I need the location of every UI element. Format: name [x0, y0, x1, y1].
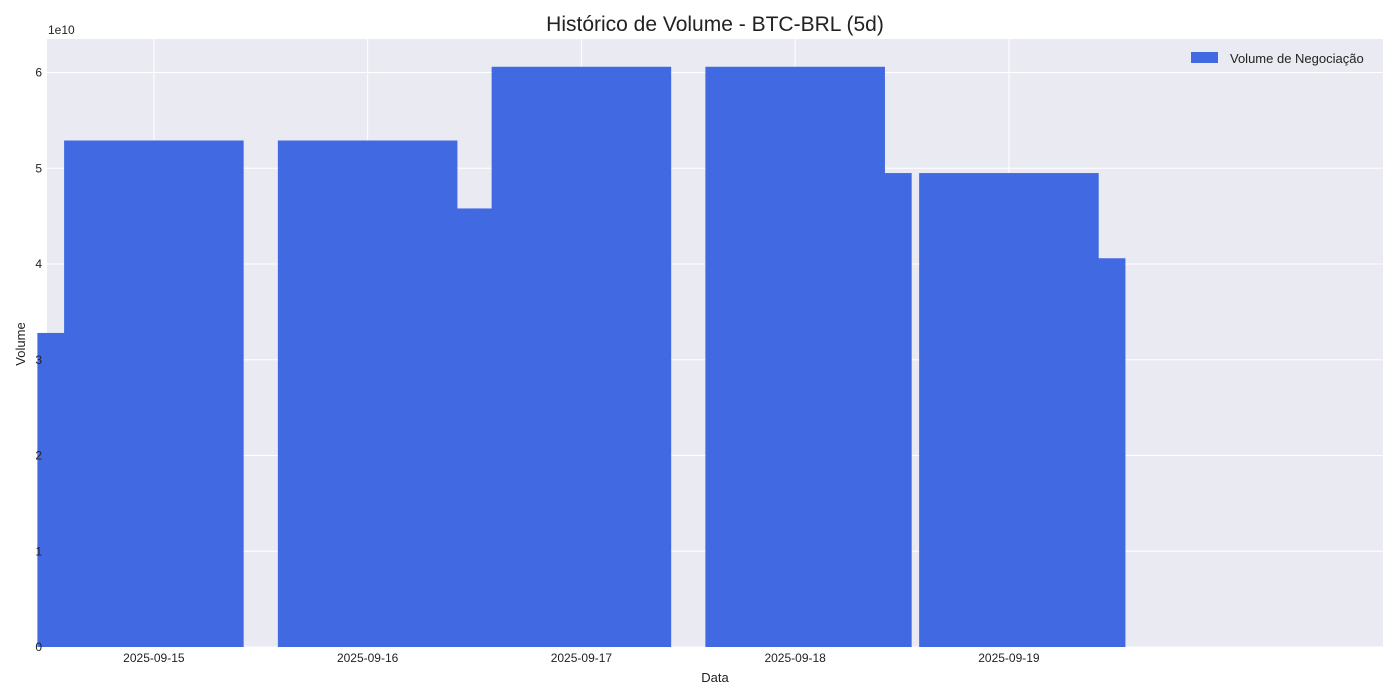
chart-title: Histórico de Volume - BTC-BRL (5d)	[546, 13, 884, 36]
y-tick-label: 3	[35, 353, 42, 367]
x-axis-label: Data	[701, 670, 729, 685]
volume-bar	[945, 258, 1126, 647]
volume-bar	[491, 66, 672, 648]
y-tick-label: 6	[35, 66, 42, 80]
y-offset-label: 1e10	[48, 23, 75, 37]
tick-labels: 0 1 2 3 4 5 6 2025-09-15 2025-09-16 2025-09-17 202…	[35, 66, 1040, 665]
y-axis-label: Volume	[13, 322, 28, 365]
y-tick-label: 1	[35, 544, 42, 558]
x-tick-label: 2025-09-18	[764, 651, 826, 665]
legend-entry: Volume de Negociação	[1230, 51, 1364, 66]
y-tick-label: 2	[35, 449, 42, 463]
volume-bar	[64, 140, 244, 647]
x-tick-label: 2025-09-15	[123, 651, 185, 665]
x-tick-label: 2025-09-17	[551, 651, 613, 665]
x-tick-label: 2025-09-19	[978, 651, 1040, 665]
volume-bar	[732, 173, 912, 647]
y-tick-label: 4	[35, 257, 42, 271]
volume-bar	[304, 208, 485, 648]
legend-swatch	[1191, 52, 1218, 63]
bars-group	[37, 66, 1126, 648]
y-tick-label: 0	[35, 640, 42, 654]
x-tick-label: 2025-09-16	[337, 651, 399, 665]
legend: Volume de Negociação	[1191, 51, 1364, 66]
y-tick-label: 5	[35, 161, 42, 175]
